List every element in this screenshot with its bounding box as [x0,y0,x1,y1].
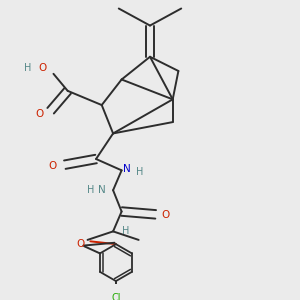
Text: H: H [136,167,144,177]
Text: H: H [122,226,130,236]
Text: N: N [123,164,131,174]
Text: O: O [38,63,46,73]
Text: O: O [161,210,170,220]
Text: H: H [24,63,32,73]
Text: Cl: Cl [111,292,121,300]
Text: O: O [35,109,44,118]
Text: O: O [76,238,85,249]
Text: O: O [48,161,56,171]
Text: N: N [98,185,106,195]
Text: H: H [87,185,94,195]
